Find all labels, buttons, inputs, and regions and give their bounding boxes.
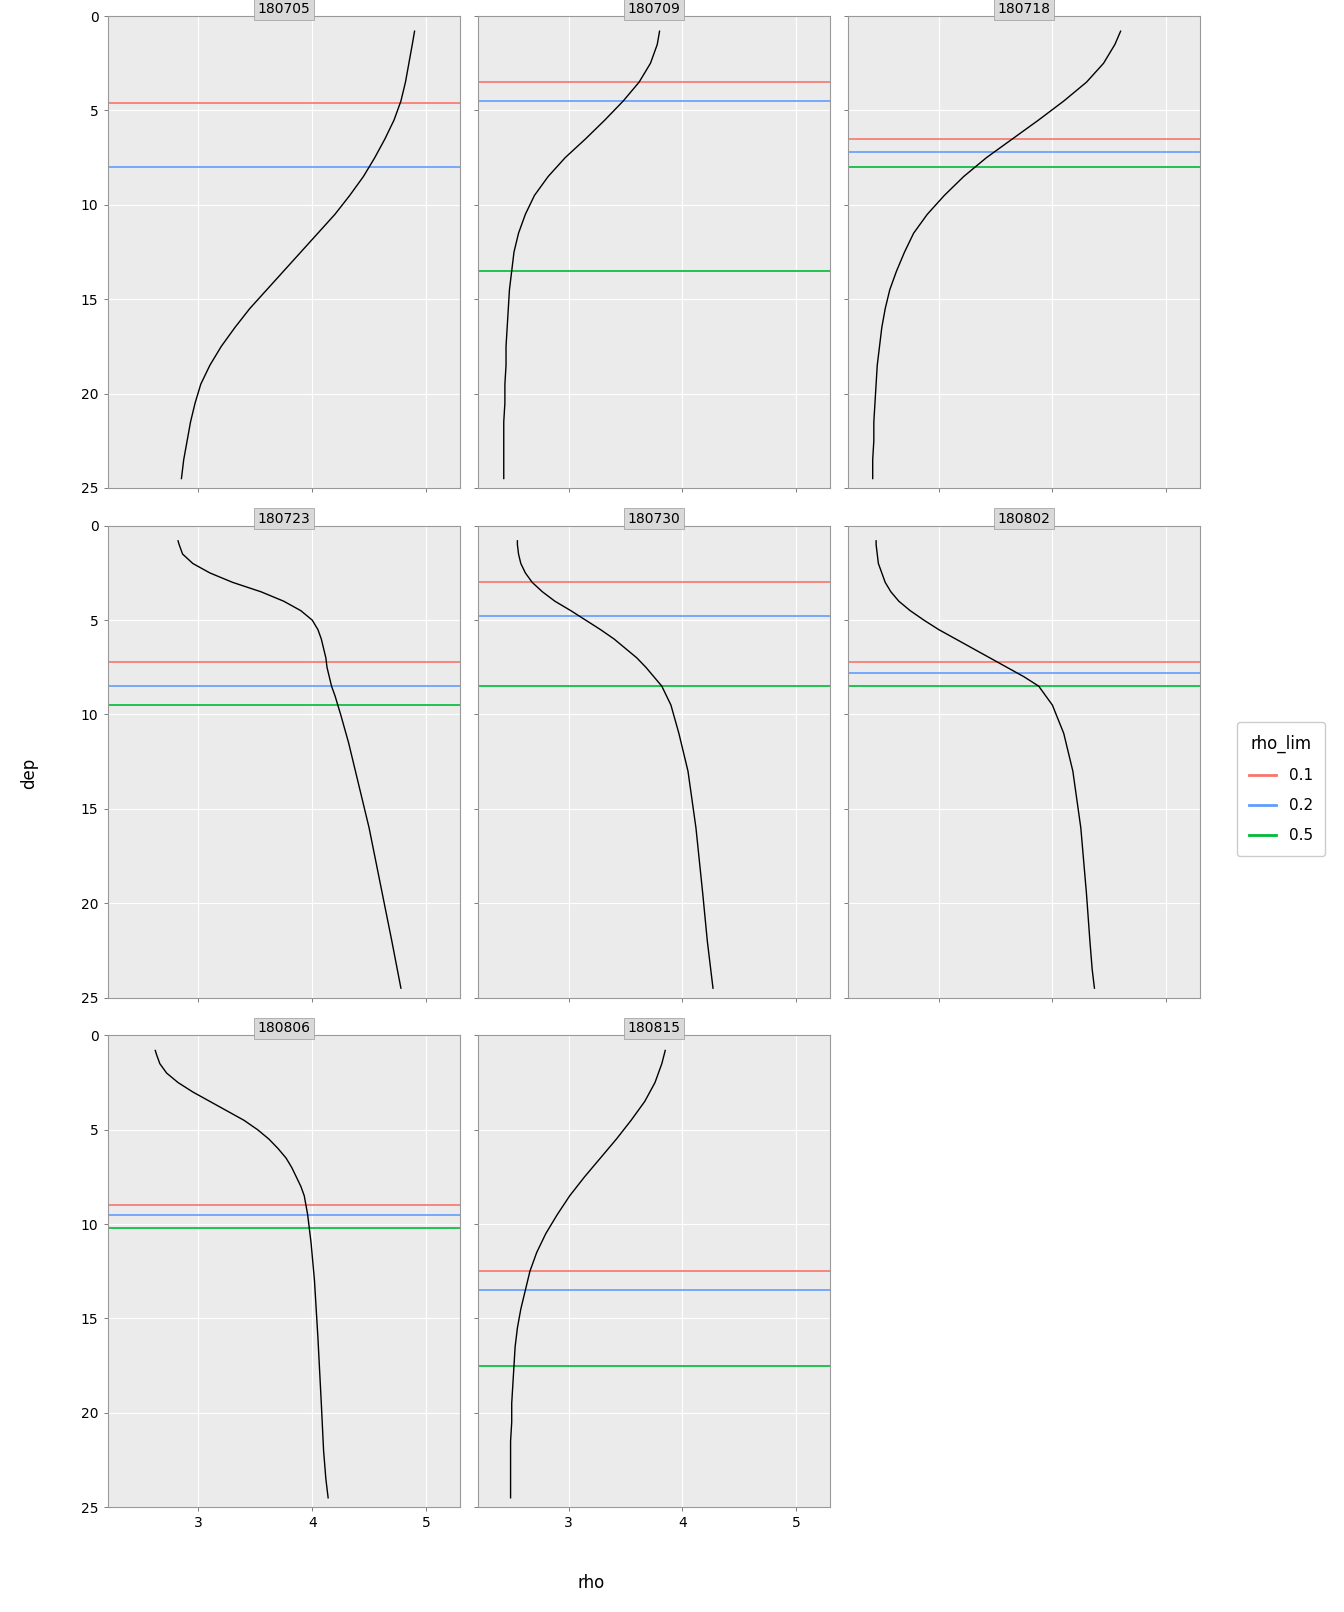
Text: 180802: 180802 [997,511,1051,526]
Text: 180705: 180705 [258,2,310,16]
Text: rho: rho [578,1573,605,1593]
Text: dep: dep [20,758,39,790]
Text: 180815: 180815 [628,1022,680,1035]
Text: 180730: 180730 [628,511,680,526]
Text: 180718: 180718 [997,2,1051,16]
Text: 180723: 180723 [258,511,310,526]
Text: 180709: 180709 [628,2,680,16]
Text: 180806: 180806 [257,1022,310,1035]
Legend: 0.1, 0.2, 0.5: 0.1, 0.2, 0.5 [1236,722,1325,856]
